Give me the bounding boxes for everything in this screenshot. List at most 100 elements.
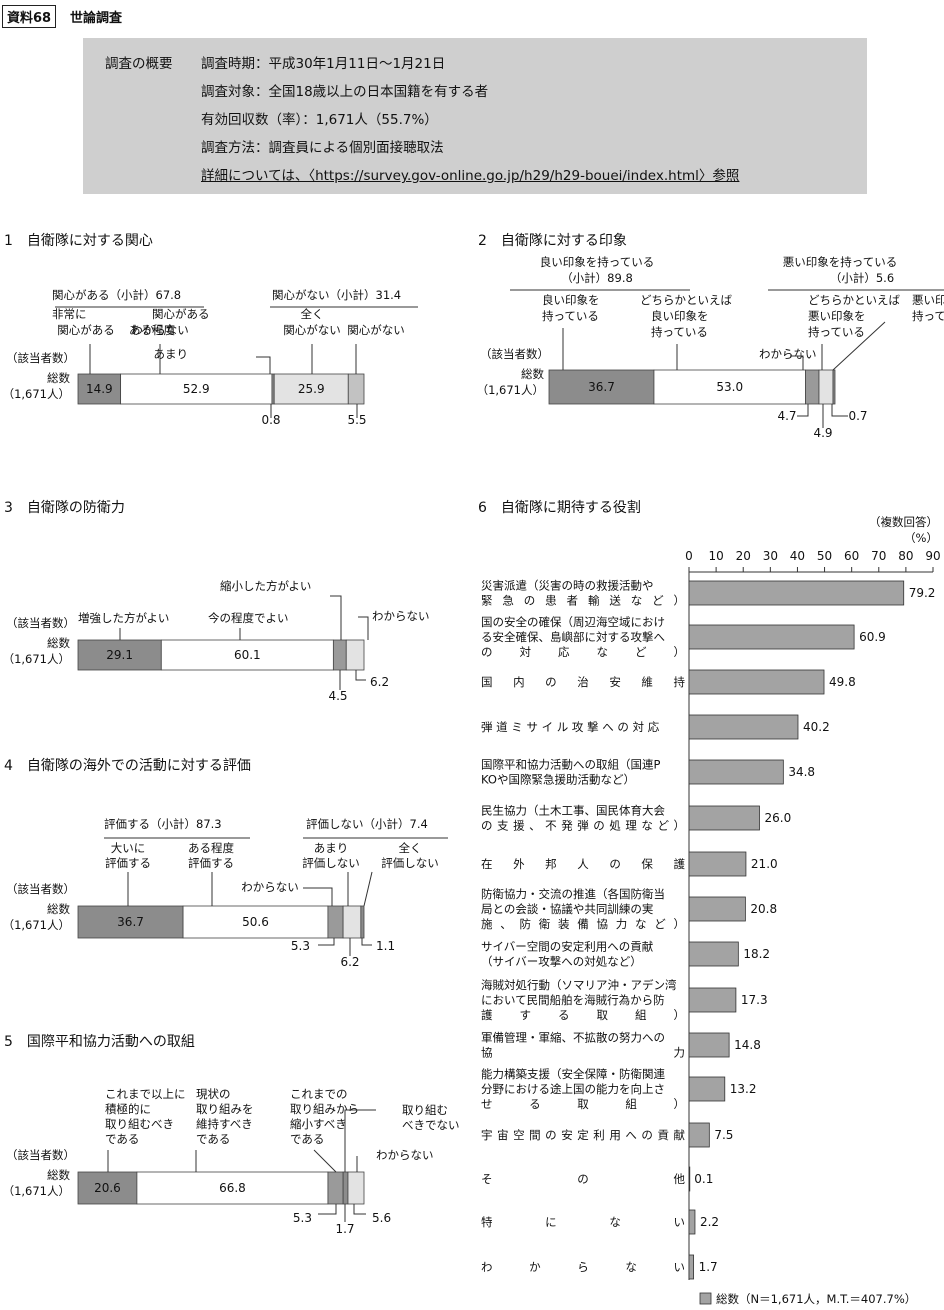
summary-period: 調査時期：平成30年1月11日〜1月21日 <box>201 56 446 72</box>
role-bar <box>688 580 905 606</box>
role-value-label: 79.2 <box>909 586 936 600</box>
group-subtotal-label: 評価する（小計）87.3 <box>104 817 222 831</box>
role-category-label: わ か ら な い <box>481 1260 685 1274</box>
category-annotation: 大いに <box>111 841 146 855</box>
bar-segment <box>342 1171 349 1205</box>
category-annotation: である <box>196 1132 230 1146</box>
chart3-title: 3 自衛隊の防衛力 <box>4 500 125 516</box>
segment-value-label: 25.9 <box>298 382 325 396</box>
leader-line <box>361 938 372 946</box>
segment-value-label: 5.5 <box>347 413 366 427</box>
category-annotation: 良い印象を <box>542 293 600 307</box>
category-annotation: 悪い印象を <box>912 293 944 307</box>
category-annotation: これまでの <box>290 1087 348 1101</box>
unit-label: （%） <box>904 531 938 545</box>
leader-line <box>318 938 335 946</box>
category-annotation: 今の程度でよい <box>208 611 289 625</box>
role-value-label: 21.0 <box>751 857 778 871</box>
role-category-label: 宇宙空間の安定利用への貢献 <box>481 1128 686 1142</box>
group-subtotal-label: 関心がある（小計）67.8 <box>52 288 181 302</box>
bar-segment <box>360 905 365 939</box>
survey-summary-panel: 調査の概要 調査時期：平成30年1月11日〜1月21日 調査対象：全国18歳以上… <box>83 38 867 194</box>
role-bar <box>688 941 739 967</box>
role-bar <box>688 1122 710 1148</box>
category-annotation: どちらかといえば <box>808 293 900 307</box>
chart2-title: 2 自衛隊に対する印象 <box>478 233 627 249</box>
x-tick-label: 10 <box>708 549 723 563</box>
category-annotation: わからない <box>759 347 817 361</box>
role-value-label: 7.5 <box>714 1128 733 1142</box>
segment-value-label: 6.2 <box>340 955 359 969</box>
role-bar <box>688 851 747 877</box>
category-annotation: 持っている <box>542 309 599 323</box>
role-category-label: の支援、不発弾の処理など） <box>481 819 685 833</box>
role-bar <box>688 987 737 1013</box>
bar-segment <box>832 369 836 405</box>
role-category-label: 特 に な い <box>481 1215 685 1229</box>
total-label: 総数 <box>47 902 70 916</box>
leader-line <box>355 670 366 681</box>
total-label: 総数 <box>47 371 70 385</box>
segment-value-label: 20.6 <box>94 1181 121 1195</box>
bar-segment <box>818 369 834 405</box>
role-value-label: 2.2 <box>700 1215 719 1229</box>
subject-count-label: （該当者数） <box>6 616 75 630</box>
x-tick-label: 80 <box>898 549 913 563</box>
role-category-label: 局との会談・協議や共同訓練の実 <box>481 902 653 916</box>
x-tick-label: 90 <box>925 549 940 563</box>
x-tick-label: 70 <box>871 549 886 563</box>
legend-swatch <box>699 1292 712 1305</box>
segment-value-label: 1.7 <box>335 1222 354 1236</box>
x-tick-label: 40 <box>790 549 805 563</box>
summary-method: 調査方法：調査員による個別面接聴取法 <box>201 140 444 156</box>
role-bar <box>688 669 825 695</box>
bar-segment <box>120 373 273 405</box>
bar-segment <box>805 369 820 405</box>
role-value-label: 0.1 <box>694 1172 713 1186</box>
category-annotation: 積極的に <box>105 1102 151 1116</box>
role-value-label: 18.2 <box>743 947 770 961</box>
leader-line <box>797 404 809 417</box>
role-bar <box>688 1209 696 1235</box>
bar-segment <box>347 1171 365 1205</box>
summary-label: 調査の概要 <box>105 56 173 72</box>
category-annotation: 評価する <box>188 856 234 870</box>
bar-segment <box>342 905 362 939</box>
role-category-label: の対応など） <box>481 645 685 659</box>
role-bar <box>688 1076 726 1102</box>
role-value-label: 49.8 <box>829 675 856 689</box>
segment-value-label: 60.1 <box>234 648 261 662</box>
category-annotation: 全く <box>399 841 422 855</box>
total-n-label: （1,671人） <box>3 918 70 932</box>
subject-count-label: （該当者数） <box>6 351 75 365</box>
group-subtotal-label: （小計）89.8 <box>561 271 633 285</box>
role-category-label: （サイバー攻撃への対処など） <box>481 955 642 969</box>
leader-line <box>318 1204 337 1215</box>
leader-line <box>358 616 369 640</box>
group-subtotal-label: 関心がない（小計）31.4 <box>272 288 401 302</box>
category-annotation: 取り組む <box>402 1103 448 1117</box>
category-annotation: 関心がある <box>57 323 115 337</box>
category-annotation: 関心がある <box>152 307 210 321</box>
segment-value-label: 53.0 <box>716 380 743 394</box>
leader-line <box>344 1109 376 1172</box>
category-annotation: 増強した方がよい <box>78 611 169 625</box>
group-subtotal-label: 悪い印象を持っている <box>783 255 897 269</box>
x-tick-label: 60 <box>844 549 859 563</box>
role-bar <box>688 1166 691 1192</box>
role-category-label: 国 内 の 治 安 維 持 <box>481 675 686 689</box>
category-annotation: ある程度 <box>129 323 175 337</box>
category-annotation: 評価しない <box>381 856 439 870</box>
summary-details-link[interactable]: 詳細については、〈https://survey.gov-online.go.jp… <box>201 168 740 184</box>
leader-line <box>832 321 886 371</box>
role-bar <box>688 624 855 650</box>
document-title: 世論調査 <box>70 11 123 26</box>
role-category-label: 緊急の患者輸送など） <box>481 594 685 608</box>
segment-value-label: 52.9 <box>183 382 210 396</box>
role-value-label: 13.2 <box>730 1082 757 1096</box>
total-label: 総数 <box>47 636 70 650</box>
chart1-title: 1 自衛隊に対する関心 <box>4 233 153 249</box>
total-n-label: （1,671人） <box>3 652 70 666</box>
role-bar <box>688 1254 695 1280</box>
segment-value-label: 5.6 <box>372 1211 391 1225</box>
